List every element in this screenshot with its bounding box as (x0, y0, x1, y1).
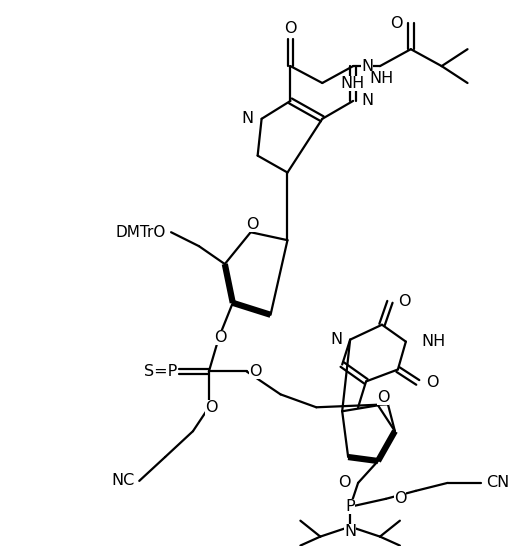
Text: O: O (249, 364, 261, 379)
Text: O: O (394, 491, 407, 507)
Text: O: O (338, 475, 350, 491)
Text: O: O (390, 16, 403, 31)
Text: O: O (377, 390, 389, 405)
Text: O: O (205, 400, 217, 415)
Text: O: O (246, 217, 259, 232)
Text: P: P (345, 499, 355, 514)
Text: CN: CN (486, 475, 510, 491)
Text: O: O (284, 21, 297, 36)
Text: N: N (242, 112, 253, 126)
Text: N: N (361, 94, 373, 108)
Text: S=P: S=P (144, 364, 177, 379)
Text: NH: NH (370, 71, 394, 85)
Text: O: O (426, 375, 438, 390)
Text: O: O (398, 294, 410, 310)
Text: DMTrO: DMTrO (116, 225, 166, 240)
Text: NH: NH (422, 334, 446, 349)
Text: O: O (214, 330, 227, 345)
Text: NC: NC (111, 473, 134, 488)
Text: N: N (361, 59, 373, 74)
Text: N: N (330, 332, 342, 347)
Text: NH: NH (340, 75, 364, 90)
Text: N: N (344, 524, 356, 539)
